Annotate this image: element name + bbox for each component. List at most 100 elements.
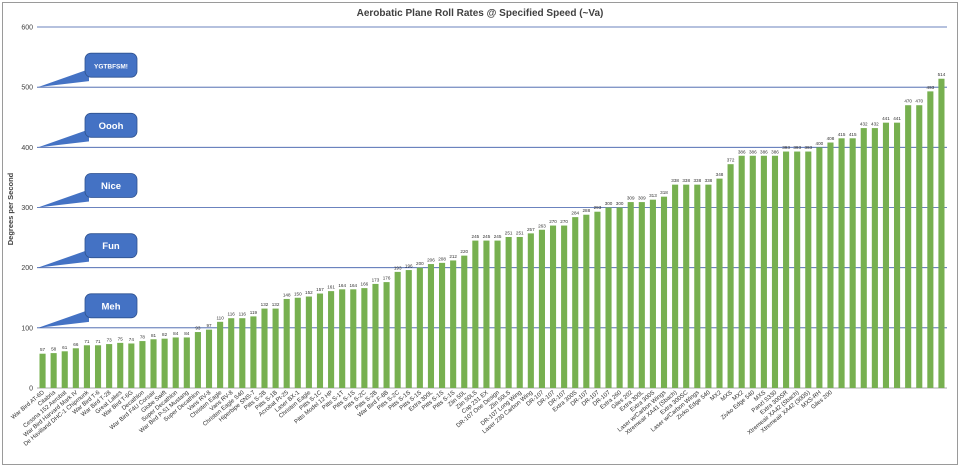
bar (905, 105, 912, 388)
bar (838, 138, 845, 388)
data-label: 338 (693, 178, 701, 183)
bar (860, 128, 867, 388)
bar (205, 329, 213, 388)
data-label: 164 (349, 283, 357, 288)
data-label: 119 (250, 310, 258, 315)
data-label: 58 (51, 347, 57, 352)
data-label: 251 (516, 230, 524, 235)
callout-text: Oooh (99, 121, 124, 132)
data-label: 470 (904, 99, 912, 104)
data-label: 284 (571, 211, 579, 216)
bar (294, 297, 301, 388)
data-label: 82 (162, 332, 168, 337)
callouts: Meh Fun Nice Oooh YGTBFSM! (38, 52, 138, 328)
bar (694, 184, 701, 388)
bar (50, 353, 57, 388)
bar (316, 293, 324, 388)
y-tick-label: 600 (21, 25, 33, 32)
data-label: 75 (118, 336, 124, 341)
bar (538, 229, 545, 388)
bar (827, 142, 834, 388)
bar (549, 225, 557, 388)
bar (39, 353, 46, 388)
callout-box (84, 52, 138, 78)
data-label: 193 (394, 265, 402, 270)
bar (871, 128, 878, 388)
bar (161, 338, 168, 388)
data-label: 161 (327, 285, 335, 290)
data-label: 245 (472, 234, 480, 239)
data-label: 148 (283, 292, 291, 297)
data-label: 393 (793, 145, 801, 150)
data-label: 164 (338, 283, 346, 288)
data-label: 400 (816, 141, 824, 146)
data-label: 74 (129, 337, 135, 342)
y-tick-labels: 0 100 200 300 400 500 600 (21, 25, 33, 393)
bar (738, 155, 745, 388)
data-label: 309 (627, 196, 635, 201)
bar (472, 240, 479, 388)
bar (605, 207, 612, 388)
y-axis-label: Degrees per Second (6, 172, 15, 245)
data-label: 300 (616, 201, 624, 206)
bar (894, 122, 901, 388)
bar (927, 91, 934, 389)
bar (83, 345, 90, 388)
data-label: 300 (605, 201, 613, 206)
data-label: 514 (938, 72, 946, 77)
callout: Nice (38, 173, 138, 208)
bars (39, 78, 945, 389)
bar (372, 283, 379, 388)
data-label: 157 (316, 287, 324, 292)
bar (339, 289, 346, 388)
data-label: 116 (228, 312, 236, 317)
bar (561, 225, 568, 388)
callout-tail (38, 129, 89, 148)
data-label: 393 (782, 145, 790, 150)
data-label: 270 (560, 219, 568, 224)
data-label: 348 (716, 172, 724, 177)
bar (427, 264, 435, 388)
data-label: 386 (771, 149, 779, 154)
bar (760, 155, 767, 388)
bar (771, 155, 779, 388)
bar (305, 296, 312, 388)
data-label: 386 (738, 149, 746, 154)
bar (683, 184, 690, 388)
data-label: 386 (760, 149, 768, 154)
bar (794, 151, 801, 388)
data-label: 57 (40, 347, 46, 352)
bar (705, 184, 712, 388)
bar (250, 316, 257, 388)
bar (239, 318, 246, 388)
data-label: 66 (73, 342, 79, 347)
data-label: 84 (173, 331, 179, 336)
data-label: 176 (383, 276, 391, 281)
bar (505, 236, 512, 388)
data-label: 196 (405, 264, 413, 269)
data-label: 61 (62, 345, 68, 350)
bar (583, 214, 590, 388)
callout-tail (38, 249, 89, 268)
bar (672, 184, 679, 388)
chart-title: Aerobatic Plane Roll Rates @ Specified S… (357, 8, 604, 19)
data-label: 206 (427, 258, 435, 263)
bar (727, 164, 734, 388)
bar (916, 105, 923, 388)
callout-box (84, 173, 138, 198)
data-label: 150 (294, 291, 302, 296)
data-label: 81 (151, 333, 157, 338)
y-tick-label: 500 (21, 85, 33, 92)
callout-text: Fun (102, 241, 120, 252)
data-label: 245 (494, 234, 502, 239)
data-label: 263 (538, 223, 546, 228)
bar (61, 351, 68, 388)
data-label: 408 (827, 136, 835, 141)
bar (416, 267, 423, 388)
y-tick-label: 300 (21, 205, 33, 212)
bar (117, 342, 124, 388)
bar (527, 233, 534, 388)
bar (716, 178, 723, 388)
data-label: 251 (505, 230, 513, 235)
callout-tail (38, 189, 89, 208)
